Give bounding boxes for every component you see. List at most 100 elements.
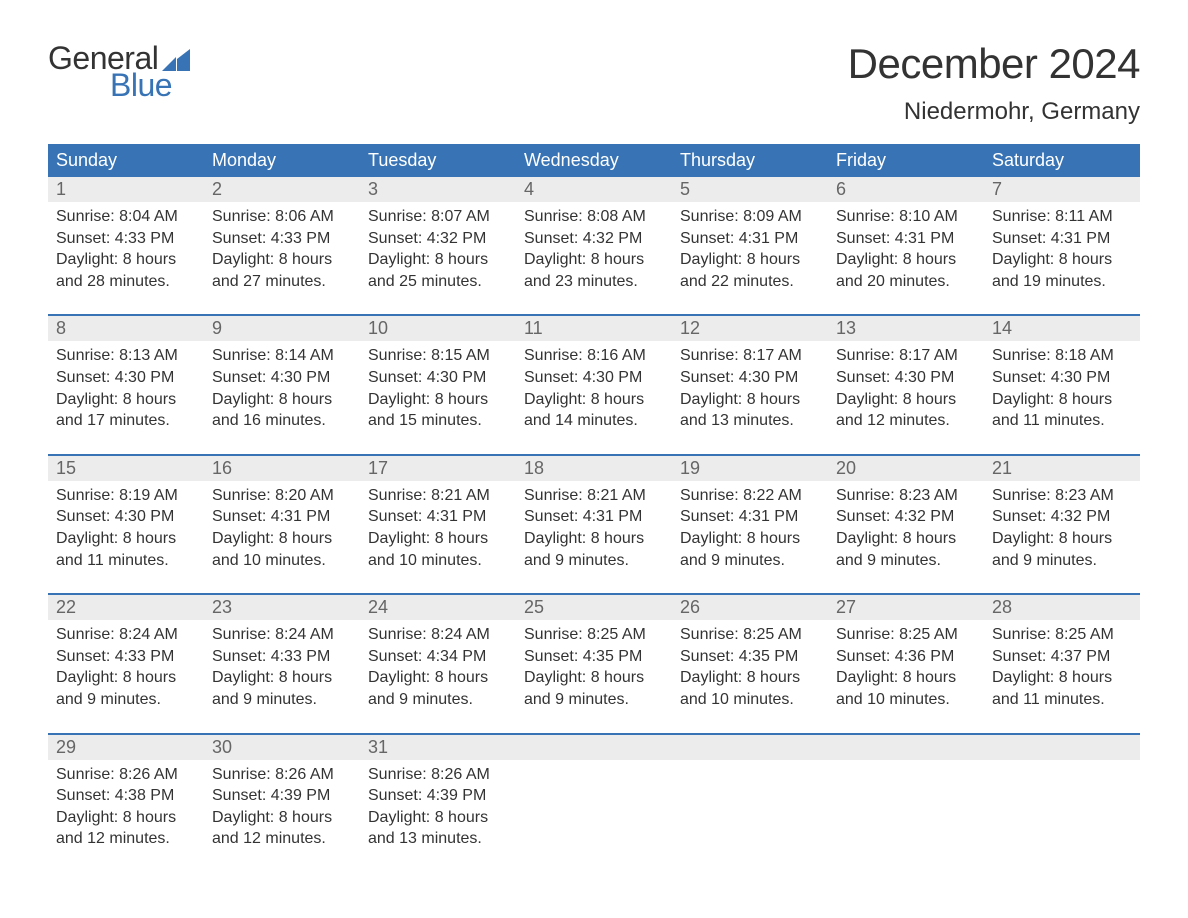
sunset-text: Sunset: 4:31 PM — [992, 228, 1132, 250]
calendar-day — [984, 735, 1140, 872]
daylight-line1: Daylight: 8 hours — [524, 389, 664, 411]
calendar-day: 29Sunrise: 8:26 AMSunset: 4:38 PMDayligh… — [48, 735, 204, 872]
day-number: 24 — [360, 595, 516, 620]
day-content: Sunrise: 8:25 AMSunset: 4:37 PMDaylight:… — [984, 620, 1140, 710]
daylight-line2: and 9 minutes. — [836, 550, 976, 572]
sunrise-text: Sunrise: 8:24 AM — [368, 624, 508, 646]
sunset-text: Sunset: 4:30 PM — [992, 367, 1132, 389]
daylight-line2: and 11 minutes. — [992, 689, 1132, 711]
sunrise-text: Sunrise: 8:18 AM — [992, 345, 1132, 367]
sunset-text: Sunset: 4:39 PM — [212, 785, 352, 807]
day-number — [984, 735, 1140, 760]
sunset-text: Sunset: 4:34 PM — [368, 646, 508, 668]
daylight-line2: and 13 minutes. — [680, 410, 820, 432]
sunrise-text: Sunrise: 8:23 AM — [992, 485, 1132, 507]
day-content: Sunrise: 8:09 AMSunset: 4:31 PMDaylight:… — [672, 202, 828, 292]
calendar-week: 1Sunrise: 8:04 AMSunset: 4:33 PMDaylight… — [48, 177, 1140, 314]
calendar-week: 22Sunrise: 8:24 AMSunset: 4:33 PMDayligh… — [48, 593, 1140, 732]
weekday-sunday: Sunday — [48, 144, 204, 177]
calendar-day: 20Sunrise: 8:23 AMSunset: 4:32 PMDayligh… — [828, 456, 984, 593]
sunset-text: Sunset: 4:30 PM — [56, 367, 196, 389]
sunrise-text: Sunrise: 8:26 AM — [56, 764, 196, 786]
day-number: 27 — [828, 595, 984, 620]
sunrise-text: Sunrise: 8:26 AM — [368, 764, 508, 786]
day-content: Sunrise: 8:14 AMSunset: 4:30 PMDaylight:… — [204, 341, 360, 431]
day-content: Sunrise: 8:25 AMSunset: 4:36 PMDaylight:… — [828, 620, 984, 710]
weekday-friday: Friday — [828, 144, 984, 177]
sunrise-text: Sunrise: 8:14 AM — [212, 345, 352, 367]
sunset-text: Sunset: 4:33 PM — [56, 228, 196, 250]
calendar-day: 25Sunrise: 8:25 AMSunset: 4:35 PMDayligh… — [516, 595, 672, 732]
day-number: 22 — [48, 595, 204, 620]
sunrise-text: Sunrise: 8:26 AM — [212, 764, 352, 786]
day-number: 12 — [672, 316, 828, 341]
weeks-container: 1Sunrise: 8:04 AMSunset: 4:33 PMDaylight… — [48, 177, 1140, 872]
day-content: Sunrise: 8:21 AMSunset: 4:31 PMDaylight:… — [516, 481, 672, 571]
day-number: 29 — [48, 735, 204, 760]
daylight-line1: Daylight: 8 hours — [836, 389, 976, 411]
day-content: Sunrise: 8:24 AMSunset: 4:34 PMDaylight:… — [360, 620, 516, 710]
day-content: Sunrise: 8:23 AMSunset: 4:32 PMDaylight:… — [828, 481, 984, 571]
day-content: Sunrise: 8:17 AMSunset: 4:30 PMDaylight:… — [672, 341, 828, 431]
weekday-tuesday: Tuesday — [360, 144, 516, 177]
daylight-line2: and 9 minutes. — [56, 689, 196, 711]
daylight-line2: and 12 minutes. — [56, 828, 196, 850]
calendar-day: 9Sunrise: 8:14 AMSunset: 4:30 PMDaylight… — [204, 316, 360, 453]
calendar-day: 5Sunrise: 8:09 AMSunset: 4:31 PMDaylight… — [672, 177, 828, 314]
sunrise-text: Sunrise: 8:04 AM — [56, 206, 196, 228]
day-number: 6 — [828, 177, 984, 202]
daylight-line1: Daylight: 8 hours — [836, 667, 976, 689]
sunrise-text: Sunrise: 8:09 AM — [680, 206, 820, 228]
daylight-line1: Daylight: 8 hours — [368, 667, 508, 689]
calendar-day: 12Sunrise: 8:17 AMSunset: 4:30 PMDayligh… — [672, 316, 828, 453]
sunrise-text: Sunrise: 8:20 AM — [212, 485, 352, 507]
calendar-day: 30Sunrise: 8:26 AMSunset: 4:39 PMDayligh… — [204, 735, 360, 872]
day-number — [828, 735, 984, 760]
day-content: Sunrise: 8:11 AMSunset: 4:31 PMDaylight:… — [984, 202, 1140, 292]
day-number: 16 — [204, 456, 360, 481]
day-number: 9 — [204, 316, 360, 341]
day-number: 30 — [204, 735, 360, 760]
calendar-week: 8Sunrise: 8:13 AMSunset: 4:30 PMDaylight… — [48, 314, 1140, 453]
day-content: Sunrise: 8:08 AMSunset: 4:32 PMDaylight:… — [516, 202, 672, 292]
day-number: 13 — [828, 316, 984, 341]
sunrise-text: Sunrise: 8:21 AM — [368, 485, 508, 507]
daylight-line1: Daylight: 8 hours — [992, 667, 1132, 689]
calendar-day: 3Sunrise: 8:07 AMSunset: 4:32 PMDaylight… — [360, 177, 516, 314]
daylight-line1: Daylight: 8 hours — [836, 528, 976, 550]
daylight-line1: Daylight: 8 hours — [368, 389, 508, 411]
calendar-day: 19Sunrise: 8:22 AMSunset: 4:31 PMDayligh… — [672, 456, 828, 593]
daylight-line2: and 9 minutes. — [524, 550, 664, 572]
day-content: Sunrise: 8:25 AMSunset: 4:35 PMDaylight:… — [516, 620, 672, 710]
sunset-text: Sunset: 4:30 PM — [524, 367, 664, 389]
calendar-day — [828, 735, 984, 872]
calendar-day: 11Sunrise: 8:16 AMSunset: 4:30 PMDayligh… — [516, 316, 672, 453]
day-number: 21 — [984, 456, 1140, 481]
day-content: Sunrise: 8:26 AMSunset: 4:39 PMDaylight:… — [360, 760, 516, 850]
day-number: 26 — [672, 595, 828, 620]
sunset-text: Sunset: 4:39 PM — [368, 785, 508, 807]
sunrise-text: Sunrise: 8:25 AM — [836, 624, 976, 646]
sunrise-text: Sunrise: 8:17 AM — [836, 345, 976, 367]
day-content: Sunrise: 8:25 AMSunset: 4:35 PMDaylight:… — [672, 620, 828, 710]
calendar-day: 23Sunrise: 8:24 AMSunset: 4:33 PMDayligh… — [204, 595, 360, 732]
calendar-day: 10Sunrise: 8:15 AMSunset: 4:30 PMDayligh… — [360, 316, 516, 453]
sunrise-text: Sunrise: 8:08 AM — [524, 206, 664, 228]
sunset-text: Sunset: 4:37 PM — [992, 646, 1132, 668]
sunset-text: Sunset: 4:31 PM — [212, 506, 352, 528]
sunset-text: Sunset: 4:32 PM — [524, 228, 664, 250]
daylight-line2: and 20 minutes. — [836, 271, 976, 293]
day-content: Sunrise: 8:20 AMSunset: 4:31 PMDaylight:… — [204, 481, 360, 571]
calendar-day: 14Sunrise: 8:18 AMSunset: 4:30 PMDayligh… — [984, 316, 1140, 453]
sunrise-text: Sunrise: 8:07 AM — [368, 206, 508, 228]
daylight-line1: Daylight: 8 hours — [56, 249, 196, 271]
calendar-day: 17Sunrise: 8:21 AMSunset: 4:31 PMDayligh… — [360, 456, 516, 593]
sunset-text: Sunset: 4:31 PM — [680, 506, 820, 528]
daylight-line1: Daylight: 8 hours — [212, 528, 352, 550]
day-number: 4 — [516, 177, 672, 202]
daylight-line1: Daylight: 8 hours — [524, 528, 664, 550]
calendar-day: 16Sunrise: 8:20 AMSunset: 4:31 PMDayligh… — [204, 456, 360, 593]
calendar-day: 24Sunrise: 8:24 AMSunset: 4:34 PMDayligh… — [360, 595, 516, 732]
day-content: Sunrise: 8:13 AMSunset: 4:30 PMDaylight:… — [48, 341, 204, 431]
day-number: 18 — [516, 456, 672, 481]
